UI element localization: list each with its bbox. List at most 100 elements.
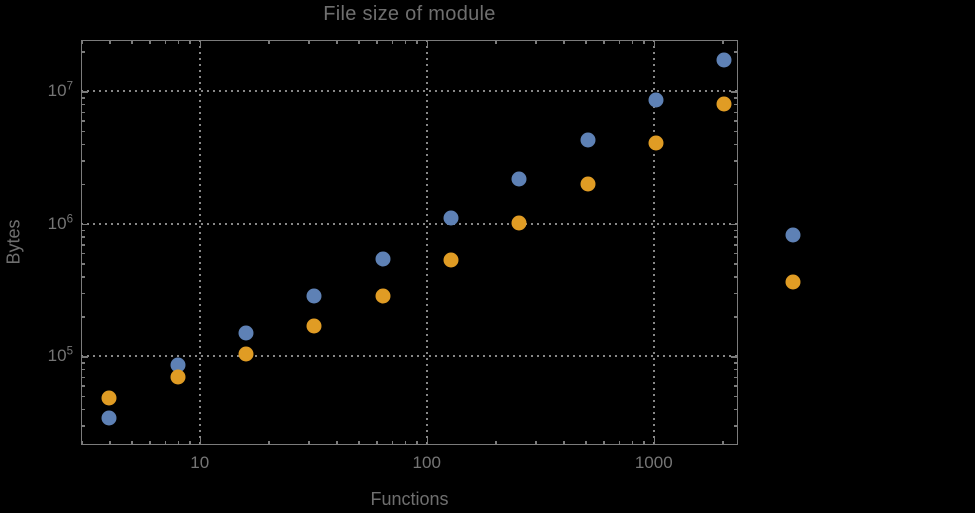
chart-title: File size of module bbox=[323, 3, 496, 25]
plot-frame bbox=[81, 40, 738, 445]
y-tick-label-1e7: 107 bbox=[47, 80, 73, 101]
x-tick bbox=[426, 438, 429, 445]
gridline-y-1e5 bbox=[81, 355, 738, 358]
data-point-series-2-orange-x256 bbox=[511, 215, 527, 231]
x-tick bbox=[358, 441, 360, 445]
y-tick bbox=[81, 229, 85, 232]
y-tick bbox=[81, 263, 85, 265]
data-point-series-1-blue-x64 bbox=[375, 251, 391, 267]
x-tick bbox=[495, 441, 497, 445]
y-tick bbox=[81, 111, 85, 114]
data-point-series-1-blue-x4 bbox=[101, 410, 117, 426]
y-tick bbox=[81, 385, 85, 387]
y-tick bbox=[734, 408, 738, 411]
data-point-series-2-orange-x16 bbox=[238, 346, 254, 362]
x-tick bbox=[495, 40, 497, 44]
gridline-x-1000 bbox=[652, 40, 655, 445]
x-tick bbox=[563, 441, 565, 445]
gridline-x-100 bbox=[425, 40, 428, 445]
y-tick bbox=[734, 143, 738, 146]
y-tick bbox=[81, 356, 88, 358]
x-tick bbox=[585, 441, 587, 445]
y-tick bbox=[734, 376, 738, 379]
plot-area: 10 100 1000 105 106 107 bbox=[48, 40, 801, 472]
data-point-series-1-blue-x8 bbox=[170, 357, 186, 373]
y-tick bbox=[81, 244, 85, 246]
x-tick bbox=[563, 40, 565, 44]
y-tick bbox=[81, 51, 85, 53]
y-tick bbox=[81, 143, 85, 146]
y-tick bbox=[734, 292, 738, 295]
y-tick bbox=[81, 223, 88, 226]
y-tick bbox=[734, 368, 738, 371]
x-tick bbox=[109, 40, 111, 44]
x-tick-label-100: 100 bbox=[412, 453, 441, 472]
x-tick bbox=[149, 441, 151, 445]
x-tick bbox=[199, 438, 202, 445]
x-tick bbox=[426, 40, 429, 47]
x-tick bbox=[81, 441, 83, 445]
data-point-series-1-blue-x4096 bbox=[785, 227, 801, 243]
y-tick bbox=[81, 120, 85, 122]
x-tick-label-1000: 1000 bbox=[634, 453, 673, 472]
data-point-series-1-blue-x1024 bbox=[648, 92, 664, 108]
gridline-x-10 bbox=[198, 40, 201, 445]
y-tick bbox=[81, 183, 85, 186]
y-axis-label: Bytes bbox=[3, 219, 24, 265]
x-tick bbox=[603, 40, 605, 44]
y-tick bbox=[734, 385, 738, 387]
y-tick bbox=[734, 229, 738, 232]
y-tick bbox=[734, 160, 738, 162]
y-tick bbox=[734, 244, 738, 246]
x-tick bbox=[404, 441, 407, 445]
x-tick bbox=[643, 40, 645, 44]
y-tick bbox=[81, 376, 85, 379]
gridline-y-1e7 bbox=[81, 90, 738, 93]
y-tick bbox=[734, 130, 738, 133]
y-tick bbox=[81, 252, 85, 255]
data-point-series-2-orange-x32 bbox=[306, 318, 322, 334]
y-tick bbox=[731, 223, 738, 226]
x-tick bbox=[336, 40, 338, 44]
data-point-series-2-orange-x512 bbox=[580, 176, 596, 192]
data-point-series-2-orange-x4096 bbox=[785, 274, 801, 290]
y-tick bbox=[81, 236, 85, 238]
data-point-series-2-orange-x2048 bbox=[716, 96, 732, 112]
gridline-y-1e6 bbox=[81, 222, 738, 225]
data-point-series-1-blue-x512 bbox=[580, 132, 596, 148]
y-tick bbox=[734, 183, 738, 186]
x-tick bbox=[189, 441, 191, 445]
y-tick bbox=[734, 362, 738, 364]
y-tick bbox=[734, 111, 738, 114]
x-tick bbox=[177, 441, 180, 445]
y-tick bbox=[81, 362, 85, 364]
x-tick bbox=[416, 441, 418, 445]
y-tick bbox=[731, 356, 738, 358]
x-tick bbox=[618, 40, 621, 44]
x-tick bbox=[585, 40, 587, 44]
x-tick bbox=[164, 40, 167, 44]
x-tick bbox=[308, 441, 310, 445]
x-tick bbox=[631, 40, 634, 44]
y-tick bbox=[81, 103, 85, 106]
y-tick bbox=[734, 97, 738, 99]
y-tick bbox=[81, 368, 85, 371]
data-point-series-1-blue-x256 bbox=[511, 171, 527, 187]
x-tick bbox=[177, 40, 180, 44]
y-tick bbox=[81, 276, 85, 278]
x-tick bbox=[164, 441, 167, 445]
y-tick bbox=[734, 51, 738, 53]
data-point-series-2-orange-x64 bbox=[375, 288, 391, 304]
x-tick bbox=[404, 40, 407, 44]
x-tick bbox=[358, 40, 360, 44]
x-tick bbox=[391, 441, 394, 445]
x-tick bbox=[416, 40, 418, 44]
y-tick bbox=[81, 316, 85, 318]
x-tick bbox=[149, 40, 151, 44]
x-tick bbox=[336, 441, 338, 445]
data-point-series-2-orange-x1024 bbox=[648, 135, 664, 151]
data-point-series-1-blue-x16 bbox=[238, 325, 254, 341]
y-tick bbox=[81, 292, 85, 295]
x-tick bbox=[535, 441, 537, 445]
x-tick bbox=[722, 441, 724, 445]
